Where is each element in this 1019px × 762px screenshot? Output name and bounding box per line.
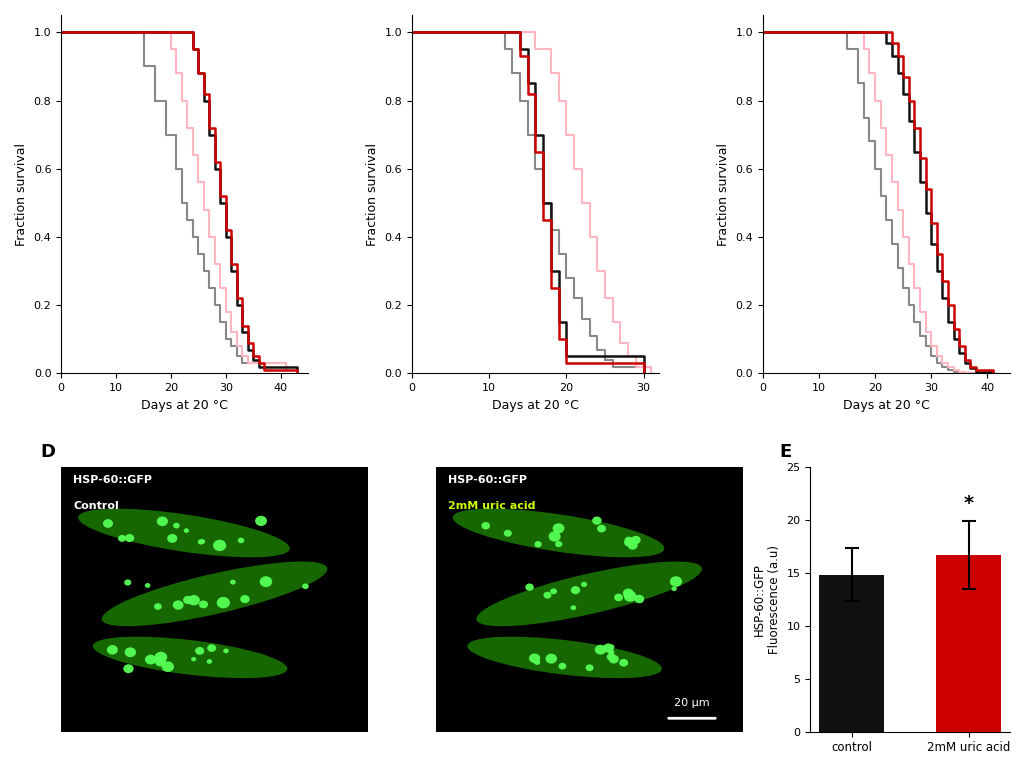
Text: D: D xyxy=(41,443,56,461)
Ellipse shape xyxy=(223,648,228,653)
Ellipse shape xyxy=(216,597,229,608)
Ellipse shape xyxy=(213,539,226,551)
Ellipse shape xyxy=(198,539,204,545)
Ellipse shape xyxy=(172,600,183,610)
Text: *: * xyxy=(963,495,973,514)
Ellipse shape xyxy=(585,664,593,671)
Ellipse shape xyxy=(631,536,640,544)
Ellipse shape xyxy=(124,534,135,542)
Ellipse shape xyxy=(548,531,560,542)
Ellipse shape xyxy=(671,587,677,591)
Ellipse shape xyxy=(260,576,272,587)
Ellipse shape xyxy=(627,541,637,549)
Ellipse shape xyxy=(123,664,133,673)
Y-axis label: Fraction survival: Fraction survival xyxy=(15,142,29,246)
Ellipse shape xyxy=(207,644,216,652)
Ellipse shape xyxy=(199,600,208,608)
Ellipse shape xyxy=(154,604,162,610)
Ellipse shape xyxy=(162,661,174,672)
Ellipse shape xyxy=(606,653,615,661)
Ellipse shape xyxy=(183,528,189,533)
X-axis label: Days at 20 °C: Days at 20 °C xyxy=(491,399,579,411)
Bar xyxy=(935,555,1000,732)
Ellipse shape xyxy=(207,659,212,664)
Ellipse shape xyxy=(195,647,204,655)
Text: HSP-60::GFP: HSP-60::GFP xyxy=(447,475,527,485)
Ellipse shape xyxy=(594,645,605,655)
Ellipse shape xyxy=(554,541,561,547)
Ellipse shape xyxy=(592,517,601,525)
Ellipse shape xyxy=(481,522,489,530)
Y-axis label: Fraction survival: Fraction survival xyxy=(716,142,729,246)
Text: Control: Control xyxy=(73,501,119,511)
Ellipse shape xyxy=(558,663,566,670)
Ellipse shape xyxy=(529,654,540,663)
Ellipse shape xyxy=(634,595,644,604)
Text: 20 μm: 20 μm xyxy=(674,698,709,708)
Ellipse shape xyxy=(596,525,605,533)
Ellipse shape xyxy=(167,534,177,543)
Ellipse shape xyxy=(102,562,327,626)
Ellipse shape xyxy=(534,541,541,547)
Ellipse shape xyxy=(145,655,156,664)
Ellipse shape xyxy=(581,581,587,587)
Ellipse shape xyxy=(607,649,613,655)
Ellipse shape xyxy=(525,584,533,591)
Ellipse shape xyxy=(255,516,267,526)
Ellipse shape xyxy=(608,645,613,649)
Ellipse shape xyxy=(669,576,682,587)
Bar xyxy=(818,575,882,732)
Ellipse shape xyxy=(157,517,168,526)
Ellipse shape xyxy=(608,655,619,664)
Text: HSP-60::GFP: HSP-60::GFP xyxy=(73,475,152,485)
Ellipse shape xyxy=(145,583,150,588)
X-axis label: Days at 20 °C: Days at 20 °C xyxy=(142,399,228,411)
Ellipse shape xyxy=(552,523,564,533)
Text: 2mM uric acid: 2mM uric acid xyxy=(447,501,535,511)
Ellipse shape xyxy=(619,659,628,667)
Ellipse shape xyxy=(191,657,196,661)
Text: E: E xyxy=(779,443,791,461)
Ellipse shape xyxy=(78,509,289,557)
Ellipse shape xyxy=(476,562,701,626)
Ellipse shape xyxy=(173,523,179,528)
Ellipse shape xyxy=(107,645,118,655)
Ellipse shape xyxy=(452,509,663,557)
Ellipse shape xyxy=(93,637,287,678)
Ellipse shape xyxy=(571,586,580,594)
Ellipse shape xyxy=(467,637,661,678)
Ellipse shape xyxy=(624,591,636,602)
Ellipse shape xyxy=(124,648,136,657)
Ellipse shape xyxy=(602,643,613,653)
Ellipse shape xyxy=(155,652,167,663)
Y-axis label: Fraction survival: Fraction survival xyxy=(366,142,379,246)
Ellipse shape xyxy=(118,535,126,542)
Ellipse shape xyxy=(237,538,244,543)
Y-axis label: HSP-60::GFP
Fluorescence (a.u): HSP-60::GFP Fluorescence (a.u) xyxy=(752,545,781,654)
Ellipse shape xyxy=(503,530,512,536)
Ellipse shape xyxy=(187,595,200,606)
Ellipse shape xyxy=(533,659,540,665)
Ellipse shape xyxy=(570,605,576,610)
Ellipse shape xyxy=(240,595,250,604)
Ellipse shape xyxy=(543,592,551,599)
Ellipse shape xyxy=(103,519,113,528)
Ellipse shape xyxy=(613,594,623,601)
X-axis label: Days at 20 °C: Days at 20 °C xyxy=(842,399,928,411)
Ellipse shape xyxy=(230,580,235,584)
Ellipse shape xyxy=(200,539,205,544)
Ellipse shape xyxy=(545,654,556,664)
Ellipse shape xyxy=(549,588,556,594)
Ellipse shape xyxy=(623,588,633,598)
Ellipse shape xyxy=(183,596,193,604)
Ellipse shape xyxy=(302,584,309,589)
Ellipse shape xyxy=(155,657,166,667)
Ellipse shape xyxy=(124,579,131,585)
Ellipse shape xyxy=(624,539,633,546)
Ellipse shape xyxy=(624,536,633,544)
